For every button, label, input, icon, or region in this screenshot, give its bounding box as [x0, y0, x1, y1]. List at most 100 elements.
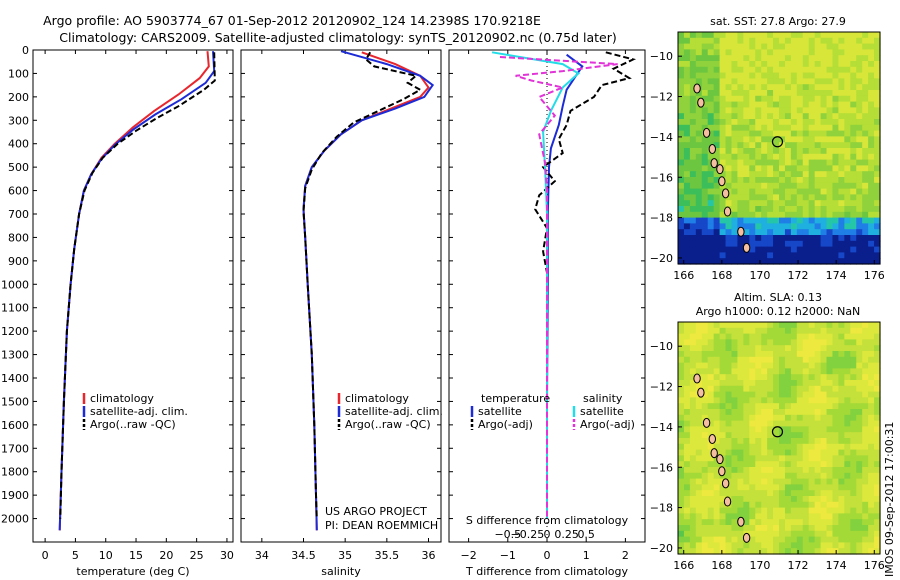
map-cell [755, 432, 762, 439]
map-cell [761, 530, 768, 538]
map-cell [761, 32, 768, 39]
map-cell [802, 153, 810, 161]
map-cell [701, 171, 709, 178]
map-cell [773, 380, 780, 387]
depth-tick-label: 1700 [1, 442, 29, 455]
map-cell [725, 136, 733, 143]
map-cell [868, 484, 875, 491]
map-cell [761, 409, 768, 416]
map-cell [784, 61, 792, 68]
map-cell [826, 438, 834, 445]
map-cell [695, 142, 703, 149]
map-cell [862, 61, 869, 68]
map-cell [826, 501, 834, 509]
map-cell [802, 66, 810, 74]
map-cell [683, 403, 691, 410]
map-cell [719, 513, 727, 520]
map-cell [790, 391, 798, 398]
map-cell [713, 95, 721, 103]
map-cell [814, 356, 822, 364]
map-cell [868, 530, 875, 538]
map-cell [850, 438, 857, 445]
map-cell [749, 548, 756, 555]
map-cell [779, 351, 786, 358]
map-cell [719, 119, 727, 126]
map-cell [838, 356, 845, 364]
map-cell [868, 548, 875, 555]
map-cell [695, 548, 703, 555]
map-cell [784, 478, 792, 485]
map-cell [862, 525, 869, 532]
map-cell [707, 124, 715, 132]
map-cell [755, 501, 762, 509]
map-cell [868, 368, 875, 375]
map-cell [755, 403, 762, 410]
map-cell [713, 246, 721, 253]
map-cell [678, 246, 685, 253]
map-cell [874, 513, 881, 520]
map-cell [814, 124, 822, 132]
map-cell [749, 66, 756, 74]
map-cell [814, 432, 822, 439]
map-cell [737, 136, 744, 143]
salinity-label: 34.5 [291, 549, 316, 562]
map-cell [850, 351, 857, 358]
map-cell [808, 490, 816, 497]
map-cell [737, 72, 744, 79]
map-cell [832, 246, 840, 253]
map-cell [689, 478, 697, 485]
map-cell [868, 362, 875, 369]
map-cell [862, 136, 869, 143]
map-cell [820, 426, 828, 433]
map-cell [755, 472, 762, 480]
map-cell [683, 223, 691, 230]
map-cell [755, 380, 762, 387]
map-cell [743, 142, 750, 149]
map-cell [820, 130, 828, 137]
map-cell [689, 472, 697, 480]
map-cell [678, 206, 685, 213]
map-cell [743, 374, 750, 381]
island-shape [718, 176, 726, 187]
map-cell [678, 119, 685, 126]
map-cell [725, 223, 733, 230]
map-cell [749, 49, 756, 56]
map-cell [773, 548, 780, 555]
map-cell [808, 211, 816, 219]
map-cell [802, 351, 810, 358]
map-cell [802, 368, 810, 375]
map-cell [689, 374, 697, 381]
map-cell [784, 432, 792, 439]
map-cell [737, 443, 744, 451]
map-cell [767, 339, 774, 346]
map-cell [850, 356, 857, 364]
map-cell [814, 351, 822, 358]
map-y-tick-label: −20 [650, 542, 673, 555]
map-cell [826, 165, 834, 172]
map-cell [826, 484, 834, 491]
map-cell [826, 403, 834, 410]
map-cell [814, 37, 822, 45]
map-cell [713, 409, 721, 416]
map-cell [731, 217, 739, 224]
map-cell [814, 32, 822, 39]
map-cell [731, 345, 739, 352]
map-cell [731, 188, 739, 195]
map-cell [790, 136, 798, 143]
map-cell [796, 484, 804, 491]
map-cell [820, 507, 828, 514]
map-cell [707, 513, 715, 520]
map-cell [725, 101, 733, 108]
map-cell [719, 206, 727, 213]
map-cell [844, 49, 851, 56]
map-cell [779, 229, 786, 236]
map-cell [695, 217, 703, 224]
map-cell [856, 420, 863, 427]
map-cell [844, 380, 851, 387]
map-cell [820, 37, 828, 45]
map-cell [755, 362, 762, 369]
map-cell [874, 206, 881, 213]
map-y-tick-label: −16 [650, 171, 673, 184]
map-cell [826, 188, 834, 195]
map-cell [773, 235, 780, 242]
